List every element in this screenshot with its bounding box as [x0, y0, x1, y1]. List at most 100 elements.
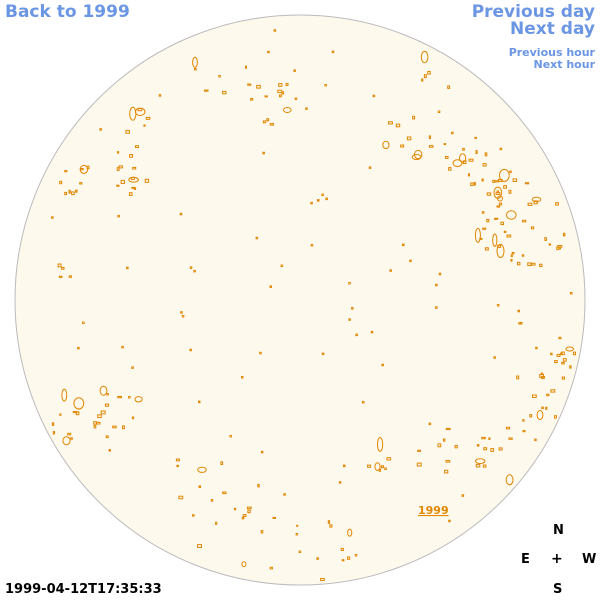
magnetic-contour: [93, 421, 98, 425]
magnetic-speck: [343, 464, 346, 468]
magnetic-contour: [400, 144, 405, 148]
magnetic-contour: [531, 196, 542, 203]
magnetic-speck: [298, 550, 302, 553]
magnetic-contour: [475, 458, 486, 465]
magnetic-speck: [294, 97, 298, 100]
magnetic-contour: [512, 178, 517, 182]
magnetic-contour: [539, 263, 543, 268]
magnetic-contour: [532, 394, 537, 398]
magnetic-speck: [180, 311, 183, 314]
magnetic-contour: [192, 514, 195, 517]
magnetic-contour: [329, 524, 333, 528]
magnetic-contour: [531, 262, 536, 266]
magnetic-speck: [496, 304, 500, 307]
magnetic-contour: [62, 436, 71, 446]
magnetic-contour: [75, 411, 80, 416]
magnetic-speck: [348, 282, 351, 285]
magnetic-contour: [508, 437, 513, 440]
magnetic-speck: [310, 244, 314, 247]
magnetic-speck: [541, 406, 544, 410]
magnetic-speck: [409, 259, 412, 263]
magnetic-contour: [530, 226, 535, 230]
magnetic-contour: [320, 578, 325, 581]
magnetic-contour: [529, 414, 533, 418]
magnetic-contour: [340, 547, 344, 552]
year-link[interactable]: 1999: [418, 504, 449, 517]
magnetic-contour: [505, 474, 514, 486]
magnetic-contour: [481, 436, 486, 440]
magnetic-speck: [370, 330, 374, 334]
magnetic-speck: [293, 69, 296, 72]
magnetic-contour: [423, 74, 427, 79]
magnetic-contour: [521, 254, 525, 257]
next-hour-link[interactable]: Next hour: [533, 58, 596, 71]
magnetic-speck: [179, 212, 183, 216]
magnetic-speck: [108, 449, 111, 452]
magnetic-speck: [517, 309, 520, 313]
magnetic-speck: [77, 346, 80, 350]
magnetic-speck: [229, 435, 232, 438]
magnetic-contour: [510, 258, 513, 262]
magnetic-contour: [144, 178, 150, 183]
magnetic-contour: [104, 403, 110, 407]
magnetic-speck: [381, 363, 384, 367]
magnetic-contour: [130, 176, 135, 180]
magnetic-contour: [117, 151, 120, 154]
magnetic-contour: [64, 191, 68, 196]
magnetic-contour: [475, 150, 478, 155]
magnetic-speck: [451, 131, 454, 135]
magnetic-contour: [51, 422, 55, 426]
magnetic-contour: [242, 514, 247, 517]
next-day-link[interactable]: Next day: [510, 19, 595, 39]
magnetic-contour: [473, 181, 476, 186]
magnetic-contour: [247, 509, 251, 514]
magnetic-contour: [445, 427, 451, 431]
magnetic-contour: [572, 351, 577, 356]
magnetic-contour: [447, 85, 451, 89]
magnetic-speck: [198, 485, 201, 488]
magnetic-contour: [506, 234, 512, 238]
magnetic-contour: [503, 185, 507, 189]
magnetic-contour: [522, 219, 527, 223]
magnetic-contour: [483, 447, 488, 451]
magnetic-speck: [117, 214, 120, 218]
magnetic-speck: [255, 236, 259, 240]
magnetic-contour: [556, 353, 561, 357]
magnetic-speck: [540, 372, 544, 376]
magnetic-speck: [481, 211, 485, 214]
magnetic-speck: [402, 243, 405, 247]
magnetic-contour: [58, 275, 63, 278]
previous-hour-link[interactable]: Previous hour: [508, 46, 595, 59]
magnetic-contour: [145, 116, 151, 120]
magnetic-contour: [554, 360, 558, 364]
magnetic-contour: [533, 200, 538, 205]
magnetic-contour: [278, 83, 283, 87]
back-to-year-link[interactable]: Back to 1999: [5, 2, 130, 22]
magnetic-speck: [438, 272, 442, 276]
magnetic-contour: [234, 507, 237, 511]
magnetic-speck: [493, 356, 496, 359]
magnetic-speck: [321, 193, 324, 196]
magnetic-speck: [193, 269, 196, 273]
magnetic-speck: [550, 352, 553, 356]
magnetic-contour: [71, 191, 75, 196]
magnetic-contour: [347, 528, 353, 537]
magnetic-contour: [72, 411, 78, 414]
magnetic-contour: [374, 462, 381, 471]
magnetic-contour: [562, 358, 567, 362]
magnetic-contour: [178, 495, 184, 500]
magnetic-speck: [534, 438, 537, 442]
previous-day-link[interactable]: Previous day: [471, 2, 595, 22]
magnetic-contour: [474, 227, 481, 243]
magnetic-contour: [79, 164, 89, 174]
magnetic-contour: [125, 129, 130, 134]
magnetic-speck: [389, 269, 392, 272]
magnetic-contour: [264, 95, 268, 98]
magnetic-speck: [368, 166, 372, 169]
magnetic-contour: [565, 346, 575, 352]
magnetic-contour: [468, 158, 474, 162]
magnetic-contour: [561, 376, 566, 380]
magnetic-speck: [437, 110, 441, 113]
magnetic-contour: [522, 430, 526, 433]
magnetic-contour: [395, 123, 401, 128]
